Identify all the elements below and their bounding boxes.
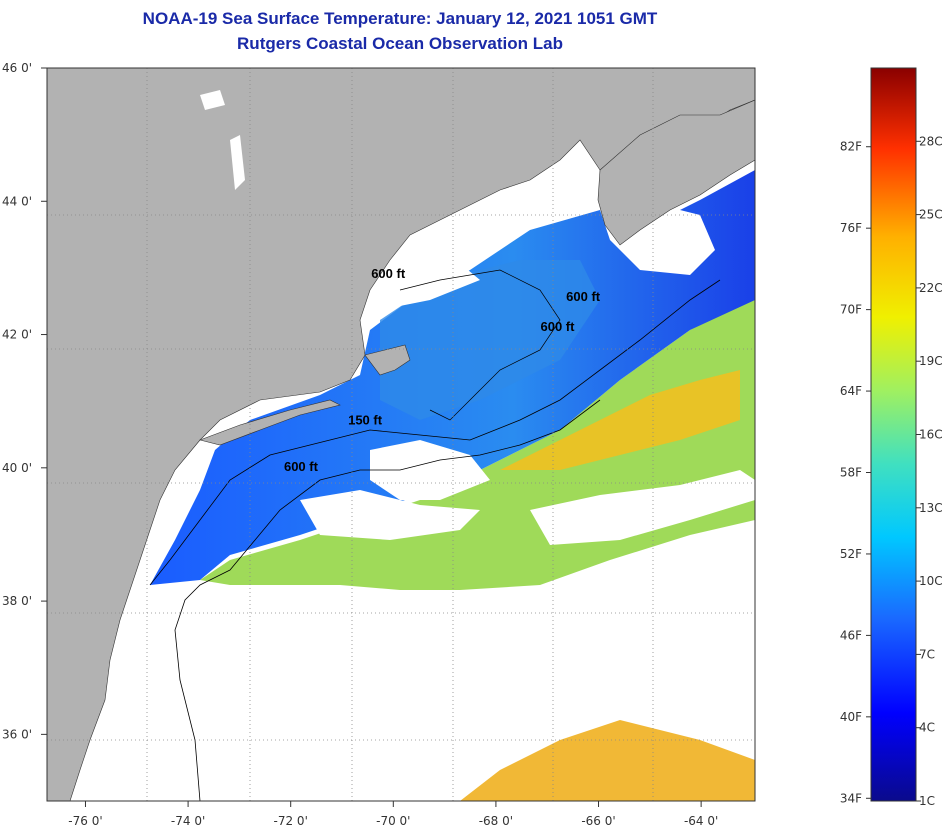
lon-tick-label: -74 0' — [171, 814, 205, 828]
contour-label: 600 ft — [566, 289, 601, 304]
map-layers — [47, 68, 755, 801]
lat-tick-label: 46 0' — [2, 61, 32, 75]
colorbar-c-label: 19C — [919, 354, 943, 368]
colorbar-celsius-labels: 28C 25C 22C 19C 16C 13C 10C 7C 4C 1C — [916, 134, 943, 808]
contour-label: 600 ft — [284, 459, 319, 474]
hot-spots-south — [460, 720, 755, 801]
colorbar-f-label: 52F — [840, 547, 862, 561]
colorbar-c-label: 7C — [919, 647, 935, 661]
colorbar-fahrenheit-labels: 82F 76F 70F 64F 58F 52F 46F 40F 34F — [840, 140, 871, 805]
colorbar-c-label: 22C — [919, 281, 943, 295]
lat-tick-label: 42 0' — [2, 328, 32, 342]
plot-frame — [46, 67, 756, 802]
colorbar-f-label: 46F — [840, 628, 862, 642]
colorbar-c-label: 1C — [919, 794, 935, 808]
cloud-patch — [370, 440, 490, 500]
cloud-patch — [530, 470, 755, 545]
colorbar-f-label: 34F — [840, 791, 862, 805]
cloud-patch — [360, 250, 480, 310]
colorbar — [870, 67, 917, 802]
bathymetry-contour — [149, 279, 721, 586]
colorbar-c-label: 28C — [919, 134, 943, 148]
colorbar-f-label: 64F — [840, 384, 862, 398]
lake — [230, 135, 245, 190]
lon-tick-label: -64 0' — [684, 814, 718, 828]
colorbar-f-label: 76F — [840, 221, 862, 235]
lat-tick-label: 40 0' — [2, 461, 32, 475]
longitude-axis: -76 0' -74 0' -72 0' -70 0' -68 0' -66 0' -64 … — [68, 801, 718, 828]
colorbar-c-label: 4C — [919, 721, 935, 735]
lat-tick-label: 38 0' — [2, 594, 32, 608]
colorbar-f-label: 82F — [840, 140, 862, 154]
colorbar-c-label: 25C — [919, 208, 943, 222]
map-title: NOAA-19 Sea Surface Temperature: January… — [142, 9, 658, 28]
colorbar-f-label: 70F — [840, 303, 862, 317]
contour-label: 600 ft — [371, 266, 406, 281]
lon-tick-label: -66 0' — [581, 814, 615, 828]
contour-label: 600 ft — [540, 319, 575, 334]
hot-spots — [500, 370, 740, 470]
lon-tick-label: -70 0' — [376, 814, 410, 828]
land-cape-cod — [364, 344, 411, 376]
land-nova-scotia — [597, 99, 755, 246]
lon-tick-label: -76 0' — [68, 814, 102, 828]
bathymetry-contour — [174, 399, 601, 801]
gulf-of-maine-water — [380, 260, 600, 420]
lon-tick-label: -68 0' — [479, 814, 513, 828]
latitude-axis: 46 0' 44 0' 42 0' 40 0' 38 0' 36 0' — [2, 61, 47, 741]
colorbar-f-label: 58F — [840, 466, 862, 480]
lat-tick-label: 36 0' — [2, 727, 32, 741]
lon-tick-label: -72 0' — [274, 814, 308, 828]
map-subtitle: Rutgers Coastal Ocean Observation Lab — [237, 34, 563, 53]
lat-tick-label: 44 0' — [2, 194, 32, 208]
colorbar-c-label: 16C — [919, 428, 943, 442]
land-long-island — [198, 399, 341, 446]
contour-label: 150 ft — [348, 413, 383, 428]
colorbar-c-label: 10C — [919, 574, 943, 588]
colorbar-c-label: 13C — [919, 501, 943, 515]
cloud-patch — [300, 490, 480, 540]
contour-labels: 600 ft 600 ft 600 ft 150 ft 600 ft — [284, 266, 601, 474]
lake — [200, 90, 225, 110]
colorbar-f-label: 40F — [840, 710, 862, 724]
bathymetry-contour — [399, 269, 561, 421]
